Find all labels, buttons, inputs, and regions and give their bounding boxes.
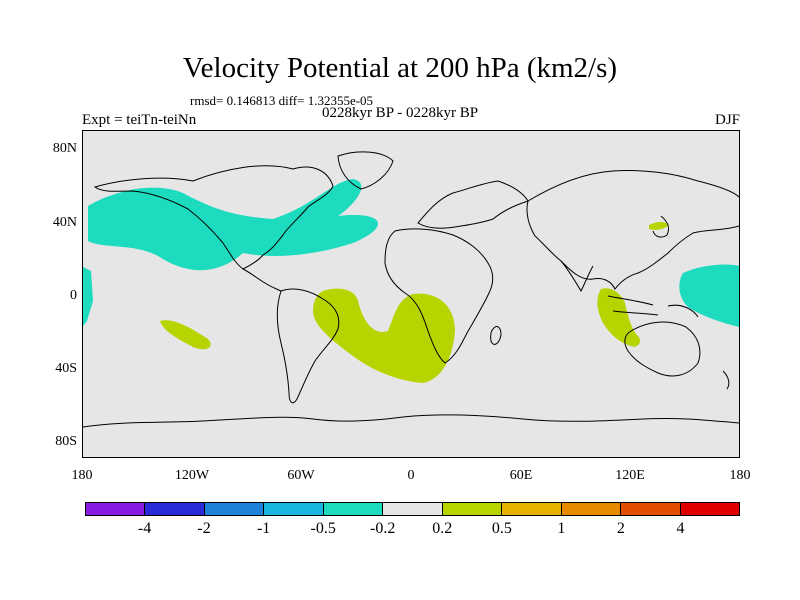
colorbar-label-6: 0.5 bbox=[491, 520, 512, 537]
colorbar-label-3: -0.5 bbox=[310, 520, 336, 537]
colorbar-label-4: -0.2 bbox=[370, 520, 396, 537]
coast-central-america bbox=[242, 268, 282, 292]
coast-indonesia bbox=[607, 295, 699, 318]
lon-label-180w: 180 bbox=[71, 468, 93, 483]
coast-south-america bbox=[276, 288, 340, 404]
map-canvas bbox=[83, 151, 739, 428]
coast-europe bbox=[417, 180, 529, 229]
colorbar-label-8: 2 bbox=[616, 520, 625, 537]
positive-region-south-atlantic bbox=[313, 288, 455, 383]
lat-label-40n: 40N bbox=[52, 215, 77, 230]
negative-region-west-pacific-edge bbox=[83, 267, 93, 326]
coast-australia bbox=[624, 321, 701, 377]
coast-japan bbox=[652, 215, 670, 238]
colorbar-box-5 bbox=[383, 503, 443, 515]
colorbar-box-6 bbox=[442, 503, 503, 515]
coast-greenland bbox=[337, 151, 394, 190]
lon-label-0: 0 bbox=[407, 468, 415, 483]
lon-label-120w: 120W bbox=[174, 468, 210, 483]
lat-label-40s: 40S bbox=[55, 361, 77, 376]
lon-label-60e: 60E bbox=[509, 468, 533, 483]
colorbar-box-7 bbox=[502, 503, 562, 515]
colorbar-box-1 bbox=[145, 503, 205, 515]
stats-line: rmsd= 0.146813 diff= 1.32355e-05 bbox=[190, 93, 374, 108]
coastlines bbox=[83, 151, 739, 428]
map-panel bbox=[82, 130, 740, 458]
period-label: 0228kyr BP - 0228kyr BP bbox=[321, 105, 479, 121]
coast-madagascar bbox=[490, 326, 502, 345]
lon-label-60w: 60W bbox=[287, 468, 315, 483]
colorbar-box-3 bbox=[264, 503, 324, 515]
season-label: DJF bbox=[714, 112, 740, 128]
coast-antarctica bbox=[83, 414, 739, 428]
lon-label-180e: 180 bbox=[729, 468, 751, 483]
colorbar-label-1: -2 bbox=[197, 520, 211, 537]
colorbar-label-7: 1 bbox=[557, 520, 566, 537]
colorbar-box-2 bbox=[204, 503, 265, 515]
lat-label-0: 0 bbox=[70, 288, 77, 303]
colorbar-box-0 bbox=[86, 503, 146, 515]
colorbar-label-5: 0.2 bbox=[432, 520, 453, 537]
colorbar-box-10 bbox=[680, 503, 739, 515]
colorbar-box-8 bbox=[561, 503, 622, 515]
negative-region-north-atlantic bbox=[88, 179, 379, 271]
lat-label-80n: 80N bbox=[52, 141, 77, 156]
positive-region-maritime-continent bbox=[597, 288, 641, 347]
colorbar-box-9 bbox=[621, 503, 681, 515]
colorbar-label-0: -4 bbox=[137, 520, 152, 537]
lon-label-120e: 120E bbox=[615, 468, 645, 483]
coast-asia bbox=[526, 170, 739, 290]
positive-region-japan bbox=[649, 222, 669, 230]
coast-india bbox=[560, 260, 594, 293]
colorbar-label-2: -1 bbox=[256, 520, 271, 537]
negative-region-east-pacific bbox=[679, 264, 739, 327]
lat-label-80s: 80S bbox=[55, 434, 77, 449]
positive-region-south-pacific bbox=[160, 320, 211, 350]
colorbar bbox=[85, 502, 740, 516]
experiment-label: Expt = teiTn-teiNn bbox=[82, 112, 197, 128]
plot-title: Velocity Potential at 200 hPa (km2/s) bbox=[182, 52, 618, 84]
coast-africa bbox=[384, 228, 494, 364]
colorbar-label-9: 4 bbox=[676, 520, 685, 537]
negative-anomaly-regions bbox=[83, 179, 739, 327]
coast-new-zealand bbox=[722, 370, 730, 390]
colorbar-box-4 bbox=[323, 503, 384, 515]
coast-north-america bbox=[93, 165, 334, 270]
